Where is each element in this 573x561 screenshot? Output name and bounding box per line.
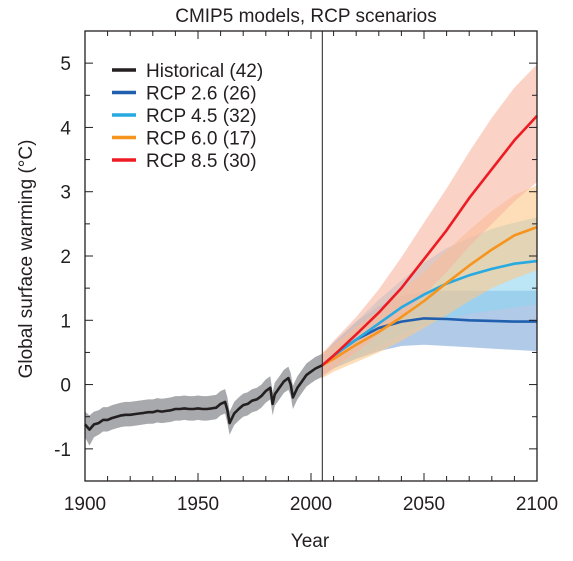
chart-title: CMIP5 models, RCP scenarios <box>175 6 437 27</box>
legend-label: RCP 6.0 (17) <box>146 129 257 150</box>
y-tick-label: 0 <box>60 376 71 397</box>
legend-label: RCP 4.5 (32) <box>146 106 257 127</box>
y-tick-label: -1 <box>54 440 71 461</box>
x-tick-label: 1900 <box>64 494 106 515</box>
rcp-8-5-line <box>321 115 538 367</box>
rcp-4-5-line <box>321 259 538 367</box>
rcp-8-5-band <box>322 64 537 377</box>
legend: Historical (42)RCP 2.6 (26)RCP 4.5 (32)R… <box>112 61 263 172</box>
historical-band <box>85 353 323 446</box>
x-tick-label: 2050 <box>403 494 445 515</box>
legend-item: Historical (42) <box>112 61 263 82</box>
legend-item: RCP 6.0 (17) <box>112 129 257 150</box>
legend-item: RCP 8.5 (30) <box>112 151 257 172</box>
series-lines <box>84 115 538 431</box>
legend-item: RCP 4.5 (32) <box>112 106 257 127</box>
x-axis: 1900 1950 2000 2050 2100 <box>64 31 558 515</box>
y-axis-label: Global surface warming (°C) <box>16 140 37 379</box>
y-tick-label: 2 <box>60 247 71 268</box>
y-tick-label: 3 <box>60 183 71 204</box>
historical-line <box>84 364 323 431</box>
y-tick-label: 5 <box>60 54 71 75</box>
y-axis: -1 0 1 2 3 4 5 <box>54 30 537 482</box>
x-tick-label: 2100 <box>516 494 558 515</box>
legend-label: RCP 2.6 (26) <box>146 84 257 105</box>
legend-label: Historical (42) <box>146 61 263 82</box>
legend-item: RCP 2.6 (26) <box>112 84 257 105</box>
y-tick-label: 1 <box>60 311 71 332</box>
x-tick-label: 1950 <box>177 494 219 515</box>
legend-label: RCP 8.5 (30) <box>146 151 257 172</box>
x-axis-label: Year <box>291 531 330 552</box>
rcp-6-0-line <box>321 225 538 367</box>
y-tick-label: 4 <box>60 118 71 139</box>
x-tick-label: 2000 <box>290 494 332 515</box>
